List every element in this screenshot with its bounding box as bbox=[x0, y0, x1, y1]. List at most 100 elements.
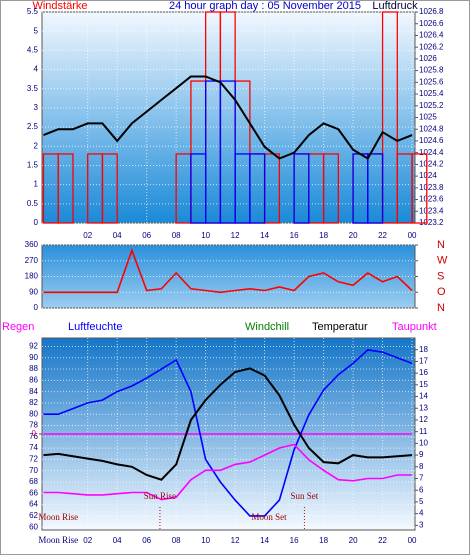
y-tick-label: 90 bbox=[29, 287, 38, 296]
y-tick-label: 4.5 bbox=[27, 45, 39, 54]
y2-tick-label: 13 bbox=[419, 403, 428, 412]
y2-axis-label: Luftdruck bbox=[372, 0, 418, 12]
y-tick-label: 4 bbox=[34, 65, 39, 74]
y2-tick-label: 6 bbox=[419, 485, 424, 494]
y2-tick-label: 5 bbox=[419, 497, 424, 506]
x-tick-label: 02 bbox=[83, 536, 92, 545]
y2-tick-label: 1024.8 bbox=[419, 124, 444, 133]
y2-tick-label: 1023.2 bbox=[419, 218, 444, 227]
y2-tick-label: 11 bbox=[419, 427, 428, 436]
annotation: Moon Set bbox=[251, 512, 287, 522]
x-tick-label: 16 bbox=[290, 536, 299, 545]
data-line bbox=[43, 443, 413, 501]
x-tick-label: 06 bbox=[142, 231, 151, 240]
y-tick-label: 1.5 bbox=[27, 161, 39, 170]
y2-tick-label: 1026 bbox=[419, 54, 437, 63]
data-line bbox=[43, 367, 413, 481]
y2-tick-label: 1026.6 bbox=[419, 19, 444, 28]
chart-title: 24 hour graph day : 05 November 2015 bbox=[169, 0, 361, 12]
legend-entry: Luftfeuchte bbox=[68, 321, 122, 333]
y2-tick-label: O bbox=[437, 286, 446, 298]
y-tick-label: 82 bbox=[29, 398, 38, 407]
y2-tick-label: 1026.8 bbox=[419, 7, 444, 16]
y-tick-label: 3 bbox=[34, 103, 39, 112]
y2-tick-label: 10 bbox=[419, 438, 428, 447]
y-tick-label: 0.5 bbox=[27, 199, 39, 208]
wind-bar bbox=[367, 153, 384, 224]
x-tick-label: 14 bbox=[260, 536, 269, 545]
x-tick-label: 16 bbox=[290, 231, 299, 240]
wind-bar bbox=[57, 153, 74, 224]
y-tick-label: 3.5 bbox=[27, 84, 39, 93]
y2-tick-label: 1026.4 bbox=[419, 31, 444, 40]
y-tick-label: 66 bbox=[29, 488, 38, 497]
legend-entry: Regen bbox=[2, 321, 34, 333]
y2-tick-label: 1024.4 bbox=[419, 148, 444, 157]
y2-tick-label: 1023.8 bbox=[419, 183, 444, 192]
y-tick-label: 2 bbox=[34, 141, 39, 150]
x-tick-label: 08 bbox=[172, 536, 181, 545]
y2-tick-label: 1025.4 bbox=[419, 89, 444, 98]
y-tick-label: 2.5 bbox=[27, 122, 39, 131]
y2-tick-label: 1023.4 bbox=[419, 206, 444, 215]
y3-tick-label: 0 bbox=[32, 429, 37, 438]
legend-entry: Windchill bbox=[245, 321, 289, 333]
x-tick-label: 10 bbox=[201, 231, 210, 240]
legend-entry: Taupunkt bbox=[392, 321, 437, 333]
x-tick-label: 12 bbox=[231, 536, 240, 545]
y-tick-label: 360 bbox=[25, 240, 39, 249]
y2-tick-label: N bbox=[437, 239, 445, 251]
y-tick-label: 64 bbox=[29, 500, 38, 509]
x-tick-label: 14 bbox=[260, 231, 269, 240]
x-tick-label: 02 bbox=[83, 231, 92, 240]
y-tick-label: 270 bbox=[25, 256, 39, 265]
y-tick-label: 5 bbox=[34, 26, 39, 35]
y2-tick-label: 12 bbox=[419, 415, 428, 424]
wind-bar bbox=[411, 153, 428, 224]
y-tick-label: 90 bbox=[29, 353, 38, 362]
y2-tick-label: N bbox=[437, 302, 445, 314]
data-line bbox=[43, 247, 413, 294]
y-tick-label: 78 bbox=[29, 421, 38, 430]
plot-area bbox=[41, 11, 416, 224]
wind-bar bbox=[293, 153, 310, 224]
annotation: Sun Rise bbox=[144, 491, 176, 501]
x-tick-label: 04 bbox=[113, 231, 122, 240]
x-tick-label: 10 bbox=[201, 536, 210, 545]
y2-tick-label: 1025 bbox=[419, 113, 437, 122]
y2-tick-label: 1025.2 bbox=[419, 101, 444, 110]
annotation: Sun Set bbox=[291, 491, 319, 501]
y-tick-label: 92 bbox=[29, 342, 38, 351]
y-tick-label: 0 bbox=[34, 218, 39, 227]
y-tick-label: 72 bbox=[29, 455, 38, 464]
y2-tick-label: 16 bbox=[419, 368, 428, 377]
y2-tick-label: W bbox=[437, 255, 448, 267]
x-tick-label: 22 bbox=[378, 536, 387, 545]
y-tick-label: 180 bbox=[25, 272, 39, 281]
y2-tick-label: 14 bbox=[419, 392, 428, 401]
x-tick-label: 18 bbox=[319, 536, 328, 545]
x-tick-label: 04 bbox=[113, 536, 122, 545]
y2-tick-label: 17 bbox=[419, 357, 428, 366]
y-tick-label: 62 bbox=[29, 511, 38, 520]
y-tick-label: 76 bbox=[29, 432, 38, 441]
x-tick-label: 20 bbox=[349, 536, 358, 545]
y2-tick-label: 1024 bbox=[419, 171, 437, 180]
x-tick-label: 06 bbox=[142, 536, 151, 545]
y-tick-label: 70 bbox=[29, 466, 38, 475]
x-tick-label: 22 bbox=[378, 231, 387, 240]
wind-bar bbox=[381, 11, 398, 224]
y2-tick-label: 8 bbox=[419, 462, 424, 471]
x-tick-label: 00 bbox=[408, 231, 417, 240]
y2-tick-label: 4 bbox=[419, 509, 424, 518]
y2-tick-label: S bbox=[437, 270, 444, 282]
y-tick-label: 68 bbox=[29, 477, 38, 486]
y2-tick-label: 1023.6 bbox=[419, 195, 444, 204]
y2-tick-label: 3 bbox=[419, 520, 424, 529]
y-tick-label: 86 bbox=[29, 375, 38, 384]
data-line bbox=[43, 75, 413, 160]
y-tick-label: 84 bbox=[29, 387, 38, 396]
x-tick-label: 18 bbox=[319, 231, 328, 240]
y2-tick-label: 15 bbox=[419, 380, 428, 389]
